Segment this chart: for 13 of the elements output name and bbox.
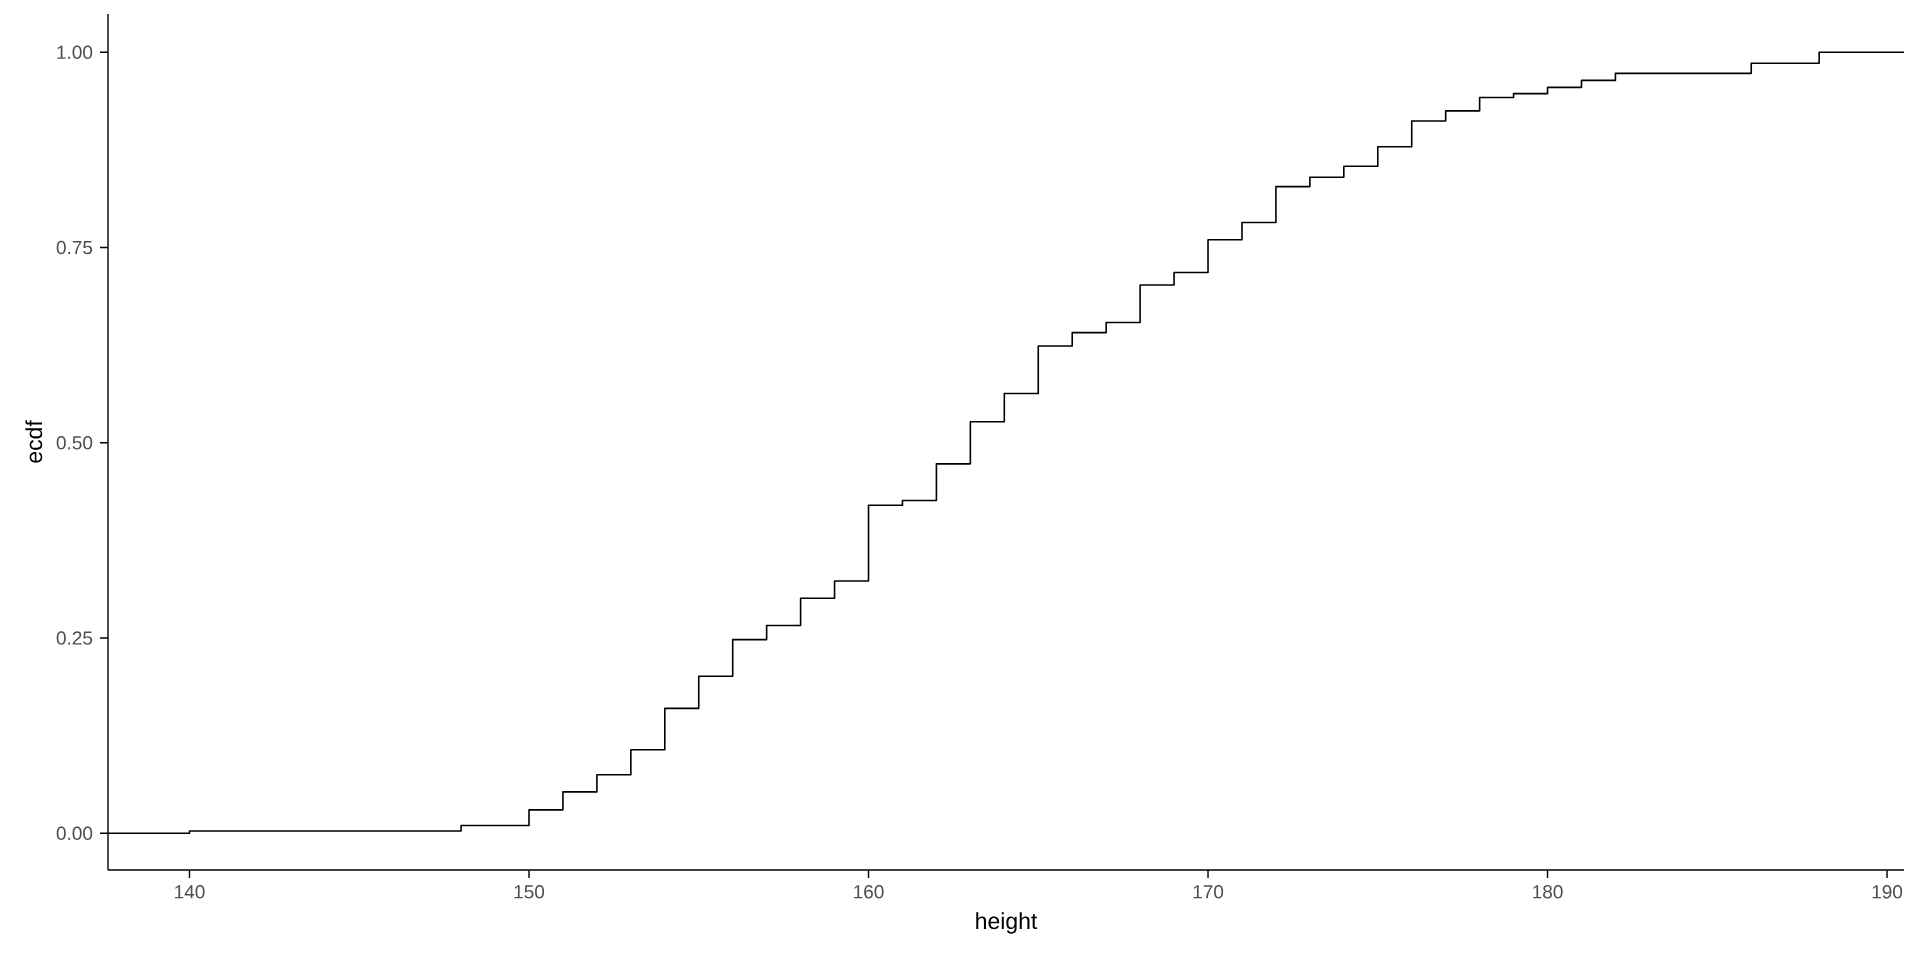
y-tick-label: 0.25 [56, 631, 93, 645]
x-tick-label: 140 [175, 885, 205, 899]
y-tick-label: 0.75 [56, 240, 93, 255]
y-tick-label: 0.00 [56, 826, 93, 841]
x-tick-label: 160 [854, 885, 884, 899]
x-tick-label: 170 [1193, 885, 1224, 899]
x-axis-title: height [976, 912, 1038, 934]
x-tick-label: 150 [514, 885, 545, 899]
y-tick-label: 1.00 [57, 45, 93, 59]
y-axis-title: ecdf [25, 420, 43, 463]
y-tick-label: 0.50 [56, 436, 93, 450]
x-tick-label: 180 [1533, 885, 1563, 899]
x-tick-label: 190 [1872, 885, 1903, 899]
